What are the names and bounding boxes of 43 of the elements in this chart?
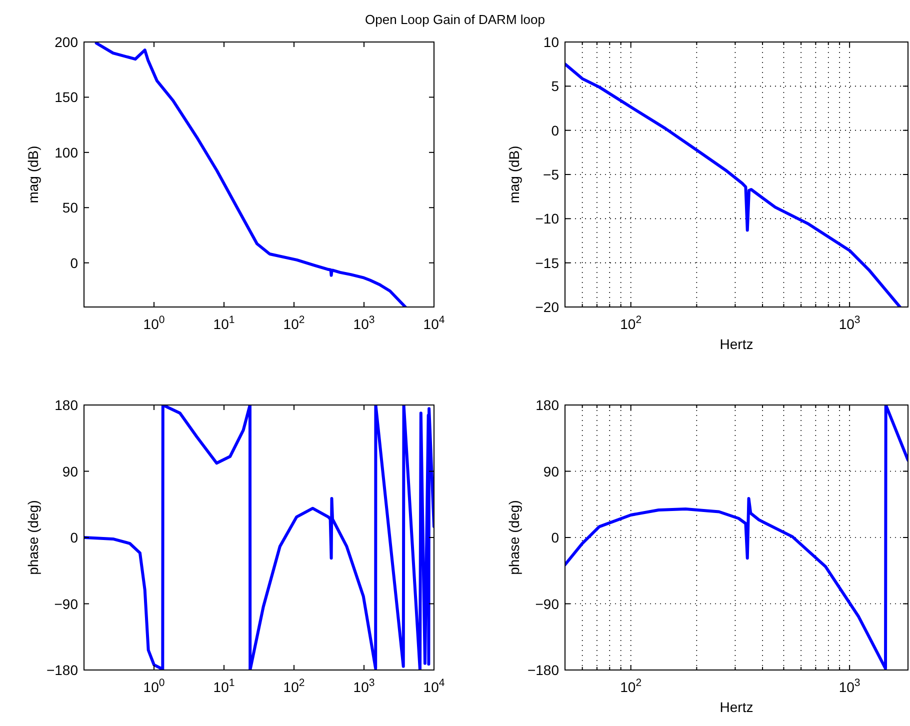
y-tick-label: −90 <box>535 596 560 612</box>
x-tick-label: 10$^{0}$ <box>143 677 165 695</box>
chart-title: Open Loop Gain of DARM loop <box>365 12 545 27</box>
y-tick-label: 100 <box>54 144 78 160</box>
y-tick-label: −20 <box>535 299 560 315</box>
y-tick-label: 0 <box>70 530 78 546</box>
x-tick-label: 10$^{3}$ <box>353 677 375 695</box>
x-tick-label: 10$^{2}$ <box>283 677 305 695</box>
y-tick-label: −5 <box>543 166 560 182</box>
y-tick-label: 90 <box>62 463 78 480</box>
x-tick-label: 10$^{2}$ <box>620 677 642 695</box>
y-tick-label: −15 <box>535 254 560 271</box>
y-tick-label: −10 <box>535 210 560 227</box>
x-tick-label: 10$^{3}$ <box>838 677 860 695</box>
y-tick-label: 200 <box>54 34 78 50</box>
x-tick-label: 10$^{3}$ <box>838 314 860 332</box>
x-tick-label: 10$^{2}$ <box>283 314 305 332</box>
y-axis-title: mag (dB) <box>25 146 41 204</box>
x-axis-title: Hertz <box>720 336 754 352</box>
x-tick-label: 10$^{3}$ <box>353 314 375 332</box>
y-tick-label: 0 <box>551 122 560 138</box>
x-tick-label: 10$^{4}$ <box>423 314 445 332</box>
y-tick-label: 90 <box>543 463 560 480</box>
y-tick-label: −180 <box>527 662 560 678</box>
y-tick-label: 50 <box>62 200 78 216</box>
y-tick-label: −180 <box>46 662 78 678</box>
y-tick-label: 0 <box>551 530 560 546</box>
x-axis-title: Hertz <box>720 699 754 715</box>
x-tick-label: 10$^{0}$ <box>143 314 165 332</box>
y-tick-label: 180 <box>54 397 78 413</box>
y-tick-label: 0 <box>70 254 78 271</box>
y-tick-label: 180 <box>536 397 560 413</box>
y-axis-title: phase (deg) <box>506 500 522 575</box>
x-tick-label: 10$^{2}$ <box>620 314 642 332</box>
y-tick-label: −90 <box>54 596 78 612</box>
x-tick-label: 10$^{1}$ <box>213 314 235 332</box>
y-tick-label: 10 <box>543 34 560 50</box>
y-tick-label: 150 <box>54 89 78 106</box>
y-tick-label: 5 <box>551 78 560 94</box>
y-axis-title: phase (deg) <box>25 500 41 575</box>
x-tick-label: 10$^{4}$ <box>423 677 445 695</box>
x-tick-label: 10$^{1}$ <box>213 677 235 695</box>
y-axis-title: mag (dB) <box>506 146 522 204</box>
